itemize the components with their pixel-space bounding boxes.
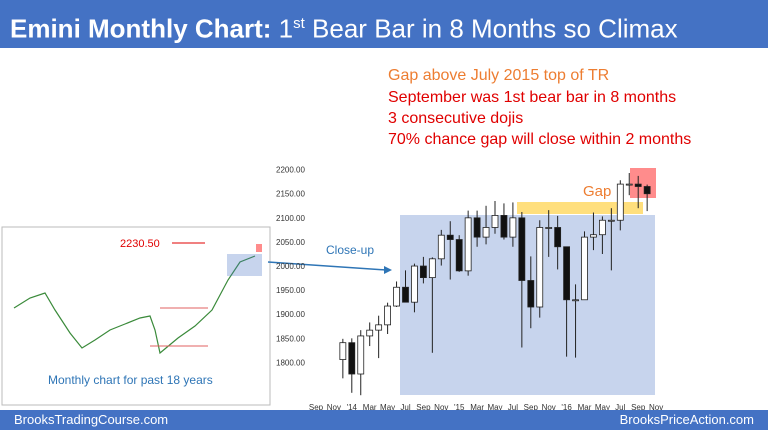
y-tick-label: 2050.00: [276, 238, 305, 247]
body: [366, 329, 374, 337]
gap-band: [517, 202, 643, 214]
body: [357, 335, 365, 375]
body: [428, 258, 436, 279]
body: [581, 236, 588, 301]
body: [625, 183, 633, 186]
body: [375, 324, 383, 331]
y-tick-label: 2150.00: [276, 190, 305, 199]
title-superscript: st: [293, 15, 305, 32]
body: [634, 183, 642, 187]
gap-label: Gap: [583, 183, 611, 200]
body: [572, 299, 579, 302]
x-tick-label: Nov: [542, 403, 556, 410]
note: 3 consecutive dojis: [388, 110, 523, 127]
body: [419, 265, 427, 279]
x-tick-label: May: [595, 403, 610, 410]
x-tick-label: Sep: [631, 403, 646, 410]
x-tick-label: Mar: [470, 403, 484, 410]
x-tick-label: Nov: [434, 403, 448, 410]
body: [473, 217, 481, 238]
arrow: [267, 261, 387, 271]
y-tick-label: 1900.00: [276, 310, 305, 319]
title-number: 1: [278, 13, 294, 44]
y-tick-label: 2100.00: [276, 214, 305, 223]
body: [590, 234, 597, 238]
x-tick-label: '16: [561, 403, 572, 410]
body: [536, 227, 544, 308]
footer-right: BrooksPriceAction.com: [619, 412, 754, 427]
body: [411, 265, 418, 303]
body: [348, 342, 356, 375]
x-tick-label: Jul: [508, 403, 518, 410]
chart: Gap above July 2015 top of TR September …: [1, 67, 691, 410]
climax-box: [630, 168, 656, 198]
body: [446, 234, 454, 240]
arrow-head: [384, 266, 392, 274]
body: [393, 286, 400, 307]
footer: BrooksTradingCourse.com BrooksPriceAction…: [0, 410, 768, 430]
thumbnail-high-label: 2230.50: [120, 238, 160, 250]
body: [339, 342, 347, 360]
footer-left: BrooksTradingCourse.com: [14, 412, 169, 427]
thumbnail-line: [13, 255, 256, 355]
x-tick-label: Sep: [524, 403, 539, 410]
note: 70% chance gap will close within 2 month…: [388, 131, 691, 148]
x-tick-label: '14: [347, 403, 358, 410]
x-tick-label: Mar: [578, 403, 592, 410]
body: [607, 219, 615, 222]
body: [455, 239, 463, 272]
thumbnail-caption: Monthly chart for past 18 years: [48, 373, 213, 387]
body: [384, 305, 392, 326]
body: [616, 183, 624, 221]
y-tick-label: 1800.00: [276, 358, 305, 367]
y-tick-label: 2000.00: [276, 262, 305, 271]
body: [563, 246, 570, 301]
body: [402, 286, 409, 303]
body: [491, 215, 499, 228]
y-tick-label: 1850.00: [276, 334, 305, 343]
body: [482, 227, 490, 238]
body: [437, 234, 445, 260]
thumbnail-climax: [256, 244, 262, 252]
x-tick-label: Sep: [416, 403, 431, 410]
header: Emini Monthly Chart: 1st Bear Bar in 8 M…: [0, 0, 768, 48]
y-tick-label: 2200.00: [276, 166, 305, 175]
thumbnail-range: [227, 254, 262, 276]
title-rest: Bear Bar in 8 Months so Climax: [312, 13, 678, 44]
thumbnail-frame: [1, 226, 271, 406]
body: [518, 217, 526, 281]
x-tick-label: May: [487, 403, 502, 410]
body: [599, 219, 606, 236]
body: [509, 217, 517, 238]
x-tick-label: May: [380, 403, 395, 410]
x-tick-label: Jul: [400, 403, 410, 410]
body: [464, 217, 472, 272]
body: [554, 227, 562, 248]
x-tick-label: Nov: [649, 403, 663, 410]
body: [500, 215, 508, 238]
x-tick-label: Sep: [309, 403, 324, 410]
x-tick-label: Jul: [615, 403, 625, 410]
body: [643, 186, 651, 195]
x-tick-label: Nov: [327, 403, 341, 410]
x-tick-label: Mar: [363, 403, 377, 410]
gap-note: Gap above July 2015 top of TR: [388, 67, 609, 84]
close-up-label: Close-up: [326, 243, 374, 257]
title-bold: Emini Monthly Chart:: [10, 13, 272, 44]
body: [545, 227, 553, 229]
body: [527, 280, 535, 308]
x-tick-label: '15: [454, 403, 465, 410]
y-tick-label: 1950.00: [276, 286, 305, 295]
note: September was 1st bear bar in 8 months: [388, 89, 676, 106]
